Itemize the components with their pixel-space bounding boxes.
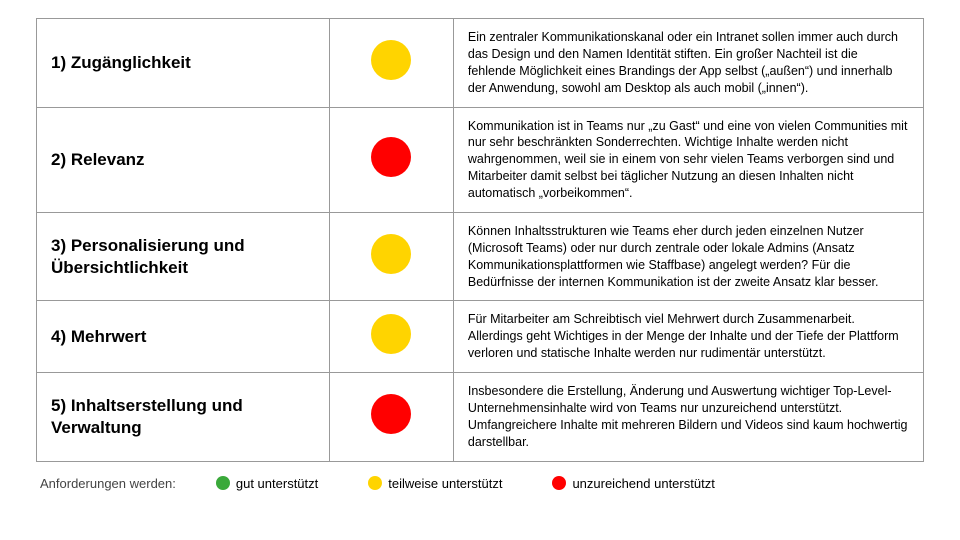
table-row: 2) Relevanz Kommunikation ist in Teams nu… bbox=[37, 107, 924, 212]
table-row: 3) Personalisierung und Übersichtlichkei… bbox=[37, 212, 924, 301]
row-title: 1) Zugänglichkeit bbox=[51, 52, 315, 74]
row-description: Ein zentraler Kommunikationskanal oder e… bbox=[468, 29, 909, 97]
legend-item-text: teilweise unterstützt bbox=[388, 476, 502, 491]
legend-label: Anforderungen werden: bbox=[40, 476, 176, 491]
status-dot-icon bbox=[371, 394, 411, 434]
legend-item-text: unzureichend unterstützt bbox=[572, 476, 714, 491]
status-dot-icon bbox=[371, 40, 411, 80]
status-dot-icon bbox=[371, 234, 411, 274]
row-title: 3) Personalisierung und Übersichtlichkei… bbox=[51, 235, 315, 279]
legend-item: teilweise unterstützt bbox=[368, 476, 502, 491]
table-row: 4) Mehrwert Für Mitarbeiter am Schreibtis… bbox=[37, 301, 924, 373]
row-title: 4) Mehrwert bbox=[51, 326, 315, 348]
table-row: 5) Inhaltserstellung und Verwaltung Insbe… bbox=[37, 373, 924, 462]
legend-item: unzureichend unterstützt bbox=[552, 476, 714, 491]
legend-dot-icon bbox=[368, 476, 382, 490]
row-description: Können Inhaltsstrukturen wie Teams eher … bbox=[468, 223, 909, 291]
legend-item: gut unterstützt bbox=[216, 476, 318, 491]
legend-dot-icon bbox=[216, 476, 230, 490]
row-title: 2) Relevanz bbox=[51, 149, 315, 171]
legend-dot-icon bbox=[552, 476, 566, 490]
criteria-table: 1) Zugänglichkeit Ein zentraler Kommunika… bbox=[36, 18, 924, 462]
table-row: 1) Zugänglichkeit Ein zentraler Kommunika… bbox=[37, 19, 924, 108]
row-description: Kommunikation ist in Teams nur „zu Gast“… bbox=[468, 118, 909, 202]
status-dot-icon bbox=[371, 137, 411, 177]
row-description: Für Mitarbeiter am Schreibtisch viel Meh… bbox=[468, 311, 909, 362]
legend-item-text: gut unterstützt bbox=[236, 476, 318, 491]
row-description: Insbesondere die Erstellung, Änderung un… bbox=[468, 383, 909, 451]
row-title: 5) Inhaltserstellung und Verwaltung bbox=[51, 395, 315, 439]
legend: Anforderungen werden: gut unterstützt tei… bbox=[36, 476, 924, 491]
status-dot-icon bbox=[371, 314, 411, 354]
